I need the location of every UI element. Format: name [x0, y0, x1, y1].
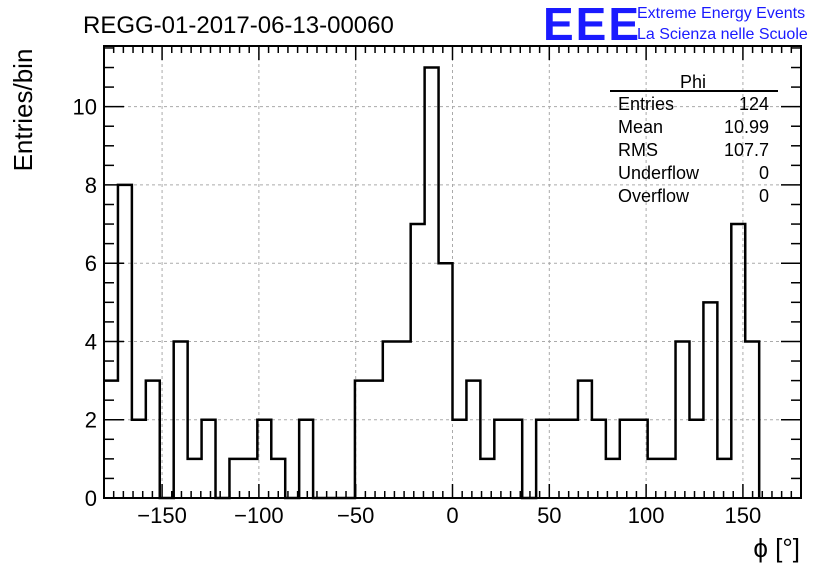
histogram-bin	[745, 341, 759, 498]
histogram-bin	[466, 381, 480, 498]
histogram-bin	[202, 420, 216, 498]
stats-value: 0	[759, 163, 769, 183]
histogram-bin	[717, 459, 731, 498]
histogram-bin	[229, 459, 243, 498]
histogram-bin	[439, 263, 453, 498]
stats-value: 124	[739, 94, 769, 114]
stats-title: Phi	[680, 72, 706, 92]
x-tick-label: 0	[446, 503, 458, 528]
histogram-bin	[188, 459, 202, 498]
stats-label: RMS	[618, 140, 658, 160]
y-tick-label: 0	[85, 486, 97, 511]
y-tick-label: 8	[85, 173, 97, 198]
stats-value: 0	[759, 186, 769, 206]
histogram-bin	[703, 302, 717, 498]
histogram-bin	[731, 224, 745, 498]
x-tick-label: 100	[628, 503, 665, 528]
x-tick-label: 50	[537, 503, 561, 528]
stats-label: Underflow	[618, 163, 700, 183]
stats-rows: Entries 124 Mean 10.99 RMS 107.7 Underflow 0 Ove…	[618, 94, 769, 206]
eee-logo: EEE	[543, 0, 641, 50]
y-tick-labels: 0 2 4 6 8 10	[73, 95, 97, 511]
y-tick-label: 10	[73, 95, 97, 120]
stats-value: 107.7	[724, 140, 769, 160]
histogram-bin	[425, 68, 439, 498]
histogram-outline	[104, 66, 761, 500]
histogram-bin	[592, 420, 606, 498]
histogram-bin	[299, 420, 313, 498]
x-tick-label: 150	[725, 503, 762, 528]
histogram-bin	[453, 420, 467, 498]
histogram-bin	[536, 420, 550, 498]
x-tick-label: −50	[337, 503, 374, 528]
histogram-bin	[689, 420, 703, 498]
chart-title: REGG-01-2017-06-13-00060	[83, 12, 394, 39]
histogram-bin	[355, 381, 369, 498]
histogram-bin	[550, 420, 564, 498]
histogram-bin	[243, 459, 257, 498]
y-tick-label: 4	[85, 329, 97, 354]
histogram-bin	[174, 341, 188, 498]
histogram-bin	[564, 420, 578, 498]
stats-label: Mean	[618, 117, 663, 137]
x-tick-labels: −150 −100 −50 0 50 100 150	[137, 503, 761, 528]
histogram-bin	[494, 420, 508, 498]
histogram-bin	[662, 459, 676, 498]
histogram-bin	[383, 341, 397, 498]
x-axis-title: ϕ [°]	[753, 533, 800, 563]
y-tick-label: 2	[85, 408, 97, 433]
histogram-bin	[369, 381, 383, 498]
histogram-bin	[578, 381, 592, 498]
logo-line1: Extreme Energy Events	[637, 5, 805, 22]
stats-label: Entries	[618, 94, 674, 114]
histogram-bin	[480, 459, 494, 498]
stats-value: 10.99	[724, 117, 769, 137]
histogram-bin	[397, 341, 411, 498]
x-tick-label: −100	[234, 503, 284, 528]
histogram-bin	[676, 341, 690, 498]
stats-label: Overflow	[618, 186, 690, 206]
y-axis-title: Entries/bin	[8, 49, 38, 172]
histogram-bin	[620, 420, 634, 498]
y-tick-label: 6	[85, 251, 97, 276]
histogram-bin	[508, 420, 522, 498]
histogram-bin	[411, 224, 425, 498]
histogram-bin	[146, 381, 160, 498]
logo-line2: La Scienza nelle Scuole	[637, 26, 808, 43]
stats-box: Phi Entries 124 Mean 10.99 RMS 107.7 Underflow…	[610, 72, 778, 206]
histogram-bin	[132, 420, 146, 498]
x-tick-label: −150	[137, 503, 187, 528]
histogram-bin	[648, 459, 662, 498]
axis-ticks	[104, 46, 801, 499]
